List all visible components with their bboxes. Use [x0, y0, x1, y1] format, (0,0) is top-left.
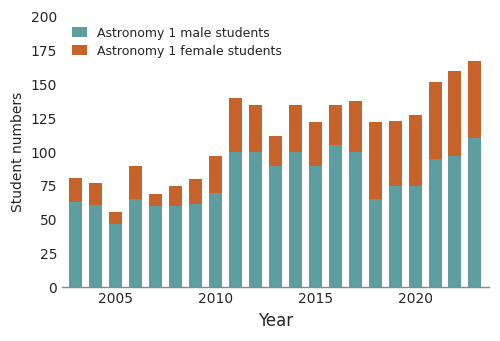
Bar — [110, 212, 122, 224]
Bar — [348, 101, 362, 152]
Bar — [90, 183, 102, 205]
Bar — [468, 61, 481, 138]
Bar — [309, 122, 322, 166]
Bar — [269, 166, 282, 287]
Bar — [189, 204, 202, 287]
Bar — [428, 81, 442, 159]
Bar — [169, 186, 182, 206]
Bar — [149, 206, 162, 287]
Bar — [428, 159, 442, 287]
Bar — [448, 156, 462, 287]
Bar — [229, 152, 242, 287]
Bar — [348, 152, 362, 287]
Y-axis label: Student numbers: Student numbers — [11, 92, 25, 212]
Bar — [209, 156, 222, 193]
Bar — [70, 202, 82, 287]
Bar — [149, 194, 162, 206]
Legend: Astronomy 1 male students, Astronomy 1 female students: Astronomy 1 male students, Astronomy 1 f… — [68, 23, 286, 61]
Bar — [70, 178, 82, 202]
Bar — [408, 186, 422, 287]
Bar — [329, 145, 342, 287]
Bar — [408, 116, 422, 186]
Bar — [189, 179, 202, 204]
Bar — [289, 152, 302, 287]
Bar — [388, 121, 402, 186]
Bar — [448, 71, 462, 156]
Bar — [90, 205, 102, 287]
Bar — [329, 105, 342, 145]
Bar — [368, 122, 382, 199]
Bar — [209, 193, 222, 287]
Bar — [269, 136, 282, 166]
Bar — [289, 105, 302, 152]
Bar — [249, 105, 262, 152]
Bar — [249, 152, 262, 287]
Bar — [309, 166, 322, 287]
Bar — [388, 186, 402, 287]
Bar — [368, 199, 382, 287]
Bar — [110, 224, 122, 287]
Bar — [229, 98, 242, 152]
X-axis label: Year: Year — [258, 312, 293, 330]
Bar — [169, 206, 182, 287]
Bar — [129, 166, 142, 199]
Bar — [129, 199, 142, 287]
Bar — [468, 138, 481, 287]
